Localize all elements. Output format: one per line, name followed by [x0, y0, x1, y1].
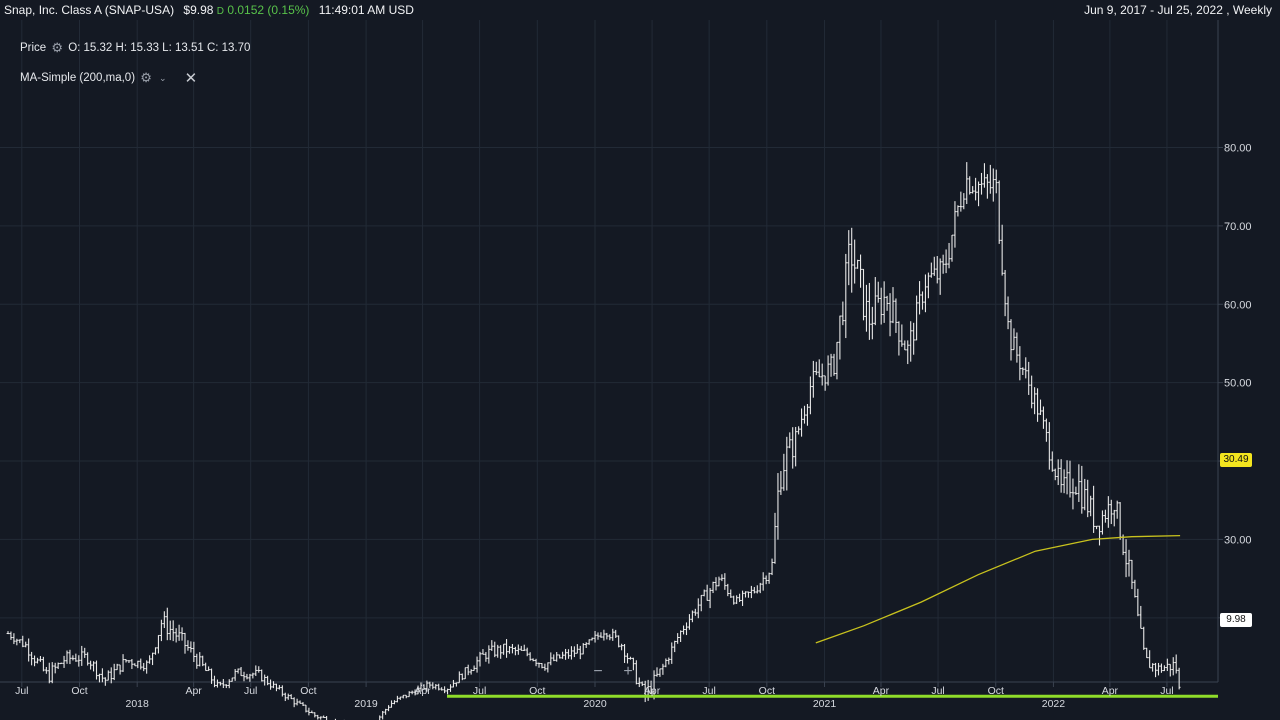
x-tick-label: Jul: [15, 685, 28, 697]
x-tick-label: Apr: [185, 685, 202, 697]
x-tick-label: Oct: [759, 685, 775, 697]
price-change-pct: (0.15%): [267, 3, 310, 17]
x-tick-label: Jul: [702, 685, 715, 697]
x-tick-label: Apr: [414, 685, 431, 697]
date-range: Jun 9, 2017 - Jul 25, 2022 , Weekly: [1084, 3, 1272, 17]
x-tick-label: 2022: [1042, 698, 1066, 710]
x-tick-label: Oct: [71, 685, 87, 697]
ma-legend: MA-Simple (200,ma,0) ⚙ ⌄ ✕: [20, 69, 197, 87]
x-tick-label: Apr: [873, 685, 890, 697]
price-bars: [6, 162, 1181, 720]
x-tick-label: 2019: [354, 698, 378, 710]
ma-value-tag: 30.49: [1220, 453, 1252, 467]
y-tick-label: 50.00: [1224, 378, 1252, 390]
ma-legend-label: MA-Simple (200,ma,0): [20, 72, 136, 84]
ohlc-values: O: 15.32 H: 15.33 L: 13.51 C: 13.70: [68, 42, 251, 54]
price-legend: Price ⚙ O: 15.32 H: 15.33 L: 13.51 C: 13…: [20, 41, 250, 55]
x-tick-label: 2021: [813, 698, 837, 710]
y-tick-label: 70.00: [1224, 221, 1252, 233]
chart-header: Snap, Inc. Class A (SNAP-USA) $9.98 D 0.…: [0, 0, 1280, 20]
x-tick-label: Jul: [473, 685, 486, 697]
x-tick-label: 2018: [126, 698, 150, 710]
gear-icon[interactable]: ⚙: [51, 40, 64, 55]
y-tick-label: 80.00: [1224, 142, 1252, 154]
x-tick-label: Jul: [1160, 685, 1173, 697]
price-change: 0.0152: [227, 3, 265, 17]
moving-average-line: [815, 534, 1181, 644]
last-price: $9.98: [183, 3, 214, 17]
grid: [0, 20, 1218, 682]
zoom-in-button[interactable]: +: [623, 663, 633, 680]
x-tick-label: Apr: [1102, 685, 1119, 697]
price-value-tag: 9.98: [1220, 613, 1252, 627]
zoom-out-button[interactable]: −: [593, 663, 603, 680]
gear-icon[interactable]: ⚙: [140, 70, 152, 85]
y-tick-label: 60.00: [1224, 299, 1252, 311]
y-tick-label: 30.00: [1224, 534, 1252, 546]
x-tick-label: Jul: [244, 685, 257, 697]
quote-time: 11:49:01 AM USD: [318, 3, 414, 17]
x-tick-label: Apr: [644, 685, 661, 697]
x-tick-label: Jul: [931, 685, 944, 697]
change-direction: D: [216, 6, 225, 17]
x-tick-label: Oct: [529, 685, 545, 697]
x-tick-label: Oct: [988, 685, 1004, 697]
x-tick-label: Oct: [300, 685, 316, 697]
chevron-down-icon[interactable]: ⌄: [159, 72, 167, 83]
x-tick-label: 2020: [583, 698, 607, 710]
price-legend-label: Price: [20, 42, 47, 54]
security-title: Snap, Inc. Class A (SNAP-USA): [4, 3, 175, 17]
x-axis-ticks: Jul Oct 2018 Apr Jul Oct 2019 Apr Jul Oct 2020 Apr J…: [15, 682, 1174, 710]
close-icon[interactable]: ✕: [184, 70, 198, 87]
